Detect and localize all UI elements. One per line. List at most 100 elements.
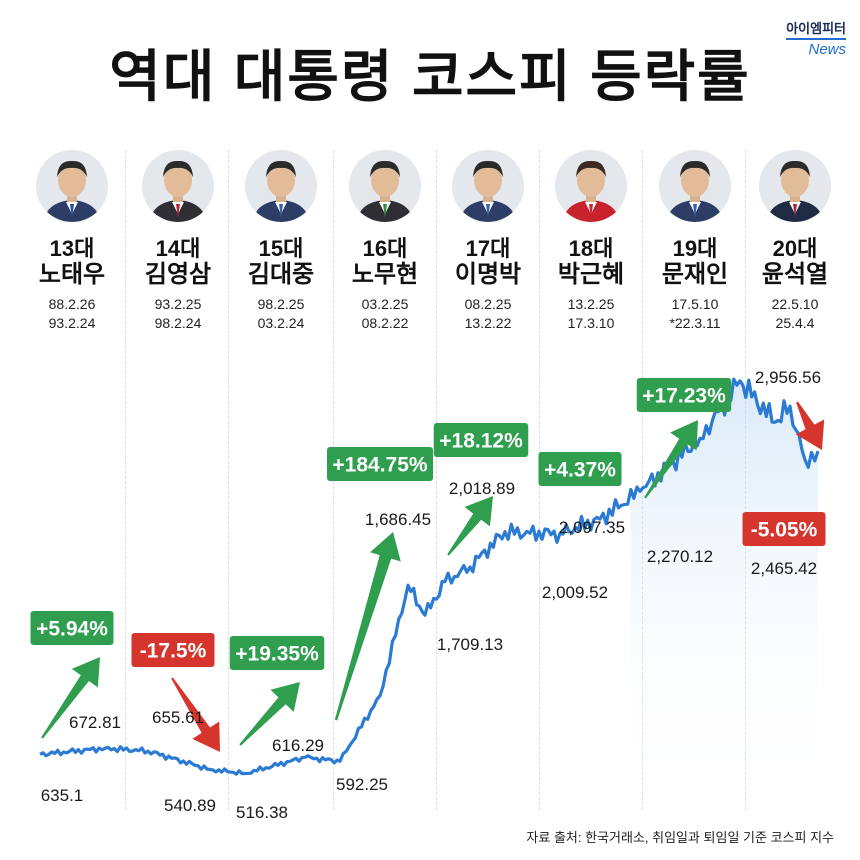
change-badge-label: -5.05%	[751, 519, 818, 542]
term-start: 08.2.25	[464, 296, 512, 312]
president-portrait	[555, 150, 627, 222]
president-name: 노태우	[38, 261, 106, 288]
kospi-line	[39, 377, 820, 776]
change-badge	[538, 452, 622, 486]
trend-up-arrow	[334, 532, 401, 721]
value-label: 540.89	[164, 796, 216, 815]
president-name: 노무현	[351, 261, 419, 288]
change-badge	[30, 611, 114, 645]
trend-up-arrow	[447, 496, 493, 556]
president-portrait	[759, 150, 831, 222]
term-dates: 08.2.25 13.2.22	[438, 295, 538, 333]
term-end: *22.3.11	[669, 315, 721, 331]
term-end: 93.2.24	[48, 315, 96, 331]
president-name: 윤석열	[761, 261, 829, 288]
trend-up-arrow	[41, 657, 100, 739]
area-fill	[630, 379, 818, 800]
change-badge	[636, 378, 732, 412]
president-portrait	[452, 150, 524, 222]
value-label: 672.81	[69, 713, 121, 732]
change-badge	[742, 512, 826, 546]
president-term: 15대	[258, 236, 304, 261]
brand-sub: News	[786, 38, 846, 58]
president-term: 17대	[465, 236, 511, 261]
brand-name: 아이엠피터	[786, 21, 846, 36]
trend-up-arrow	[239, 682, 300, 746]
term-dates: 17.5.10 *22.3.11	[645, 295, 745, 333]
change-badge-label: +4.37%	[544, 459, 616, 482]
president-column: 16대 노무현 03.2.25 08.2.22	[335, 150, 435, 333]
term-dates: 22.5.10 25.4.4	[745, 295, 845, 333]
term-start: 22.5.10	[771, 296, 819, 312]
term-start: 88.2.26	[48, 296, 96, 312]
president-term: 13대	[49, 236, 95, 261]
page-title: 역대 대통령 코스피 등락률	[109, 45, 751, 108]
president-term: 18대	[568, 236, 614, 261]
column-divider	[125, 150, 127, 810]
value-label: 516.38	[236, 803, 288, 822]
term-end: 08.2.22	[361, 315, 409, 331]
president-portrait	[142, 150, 214, 222]
trend-down-arrow	[795, 401, 825, 450]
value-label: 1,686.45	[365, 510, 431, 529]
president-column: 18대 박근혜 13.2.25 17.3.10	[541, 150, 641, 333]
value-label: 2,956.56	[755, 368, 821, 387]
change-badge-label: +18.12%	[439, 430, 523, 453]
president-name: 문재인	[661, 261, 729, 288]
term-dates: 13.2.25 17.3.10	[541, 295, 641, 333]
column-divider	[642, 150, 644, 810]
president-term: 20대	[772, 236, 818, 261]
source-note: 자료 출처: 한국거래소, 취임일과 퇴임일 기준 코스피 지수	[526, 830, 834, 845]
president-name: 박근혜	[557, 261, 625, 288]
change-badge-label: +184.75%	[332, 454, 427, 477]
change-badge	[131, 633, 215, 667]
term-end: 03.2.24	[257, 315, 305, 331]
change-badge	[327, 447, 433, 481]
president-column: 19대 문재인 17.5.10 *22.3.11	[645, 150, 745, 333]
value-label: 2,009.52	[542, 583, 608, 602]
term-end: 98.2.24	[154, 315, 202, 331]
value-label: 592.25	[336, 775, 388, 794]
president-term: 16대	[362, 236, 408, 261]
president-column: 17대 이명박 08.2.25 13.2.22	[438, 150, 538, 333]
term-dates: 93.2.25 98.2.24	[128, 295, 228, 333]
president-term: 19대	[672, 236, 718, 261]
term-end: 17.3.10	[567, 315, 615, 331]
trend-up-arrow	[644, 420, 698, 499]
president-column: 14대 김영삼 93.2.25 98.2.24	[128, 150, 228, 333]
term-start: 13.2.25	[567, 296, 615, 312]
term-start: 03.2.25	[361, 296, 409, 312]
change-badge-label: -17.5%	[140, 640, 207, 663]
president-portrait	[245, 150, 317, 222]
value-label: 635.1	[41, 786, 84, 805]
president-name: 김대중	[247, 261, 315, 288]
change-badge-label: +5.94%	[36, 618, 108, 641]
president-portrait	[659, 150, 731, 222]
change-badge-label: +19.35%	[235, 643, 319, 666]
value-label: 655.61	[152, 708, 204, 727]
value-label: 2,097.35	[559, 518, 625, 537]
term-end: 13.2.22	[464, 315, 512, 331]
change-badge	[433, 423, 529, 457]
term-start: 98.2.25	[257, 296, 305, 312]
president-name: 이명박	[454, 261, 522, 288]
term-end: 25.4.4	[775, 315, 815, 331]
value-label: 1,709.13	[437, 635, 503, 654]
term-start: 17.5.10	[671, 296, 719, 312]
term-dates: 98.2.25 03.2.24	[231, 295, 331, 333]
value-label: 2,018.89	[449, 479, 515, 498]
value-label: 616.29	[272, 736, 324, 755]
term-dates: 03.2.25 08.2.22	[335, 295, 435, 333]
column-divider	[228, 150, 230, 810]
brand-logo: 아이엠피터 News	[786, 18, 846, 58]
value-label: 2,465.42	[751, 559, 817, 578]
president-name: 김영삼	[144, 261, 212, 288]
value-label: 2,270.12	[647, 547, 713, 566]
president-portrait	[349, 150, 421, 222]
president-term: 14대	[155, 236, 201, 261]
trend-down-arrow	[171, 677, 220, 752]
president-column: 20대 윤석열 22.5.10 25.4.4	[745, 150, 845, 333]
term-start: 93.2.25	[154, 296, 202, 312]
president-column: 13대 노태우 88.2.26 93.2.24	[22, 150, 122, 333]
